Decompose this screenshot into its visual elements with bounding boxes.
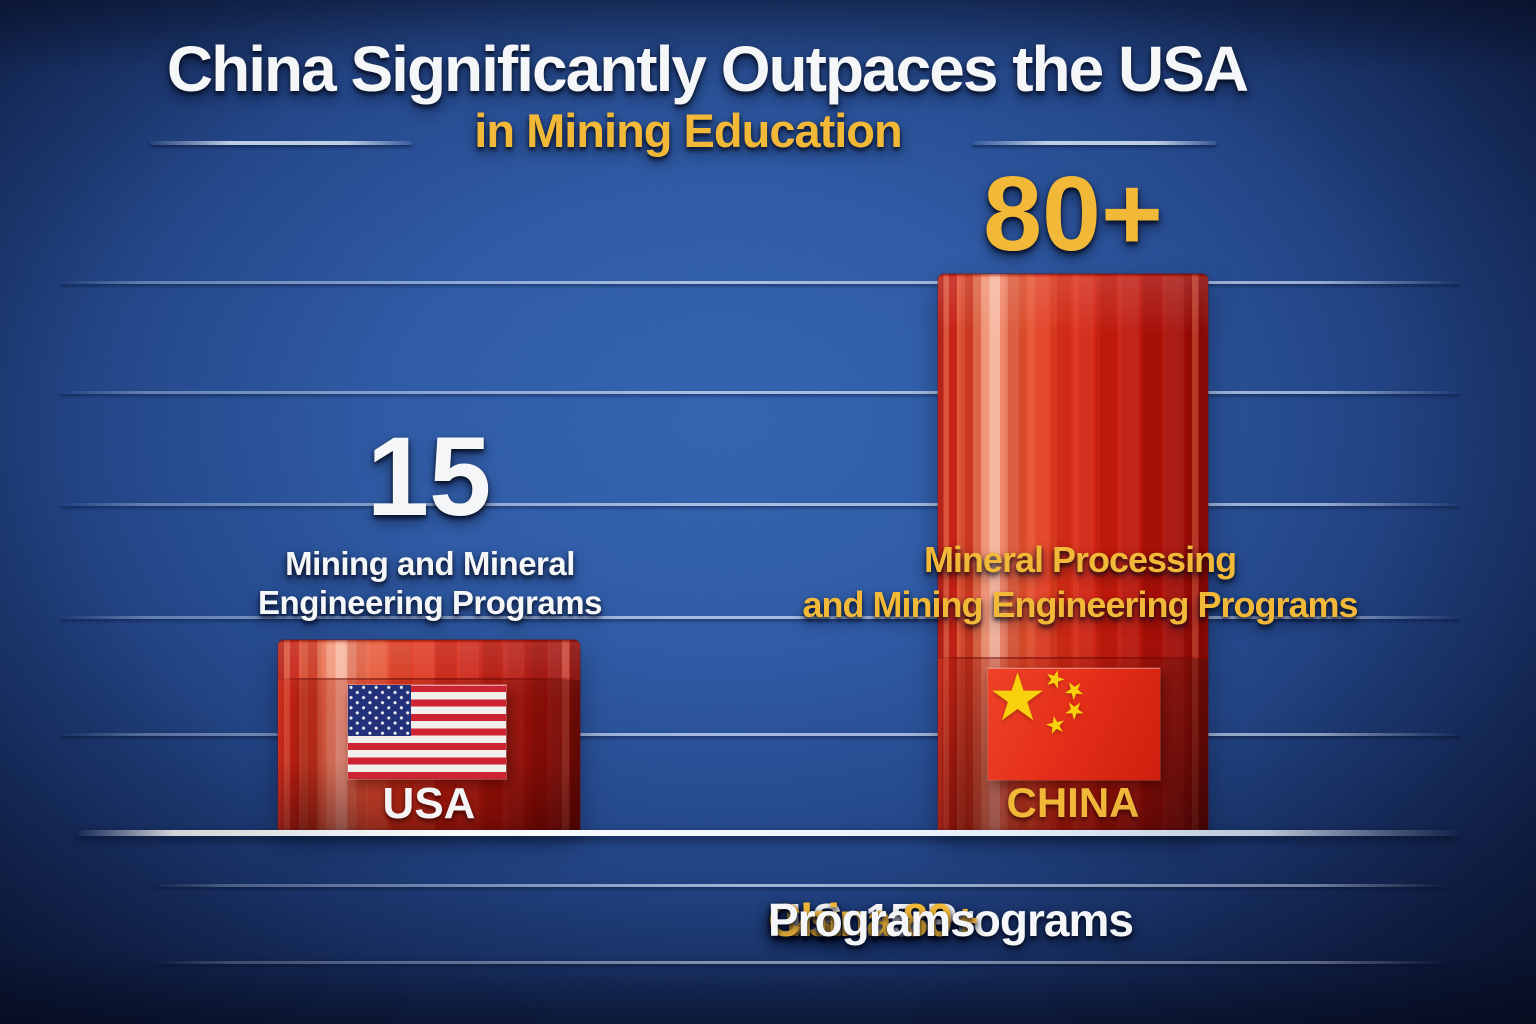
usa-flag (348, 685, 506, 779)
china-series-label: Mineral Processing and Mining Engineerin… (780, 537, 1380, 627)
usa-flag-canton-stars (348, 685, 411, 736)
china-flag-star-icon: ★ (1042, 710, 1069, 741)
gridline (60, 281, 1460, 284)
axis-baseline (76, 830, 1460, 836)
usa-series-label-line2: Engineering Programs (258, 584, 602, 621)
china-series-label-line2: and Mining Engineering Programs (802, 584, 1358, 625)
china-value-label: 80+ (983, 155, 1163, 273)
summary-programs: Programs (768, 894, 976, 946)
footer-rule-bottom (155, 961, 1445, 964)
usa-value-label: 15 (366, 414, 492, 539)
page-subtitle: in Mining Education (474, 104, 902, 157)
china-series-label-line1: Mineral Processing (923, 539, 1237, 580)
usa-bar: USA (278, 640, 580, 833)
footer-rule-top (155, 884, 1445, 887)
page-title: China Significantly Outpaces the USA (166, 33, 1249, 105)
usa-series-label: Mining and Mineral Engineering Programs (210, 544, 650, 622)
usa-series-label-line1: Mining and Mineral (285, 545, 575, 582)
china-flag-star-icon: ★ (988, 660, 1048, 734)
china-country-label: CHINA (1006, 779, 1140, 826)
china-flag: ★ ★ ★ ★ ★ (988, 663, 1160, 780)
gridline (60, 391, 1460, 394)
gridline (60, 733, 1460, 736)
usa-country-label: USA (382, 779, 476, 828)
